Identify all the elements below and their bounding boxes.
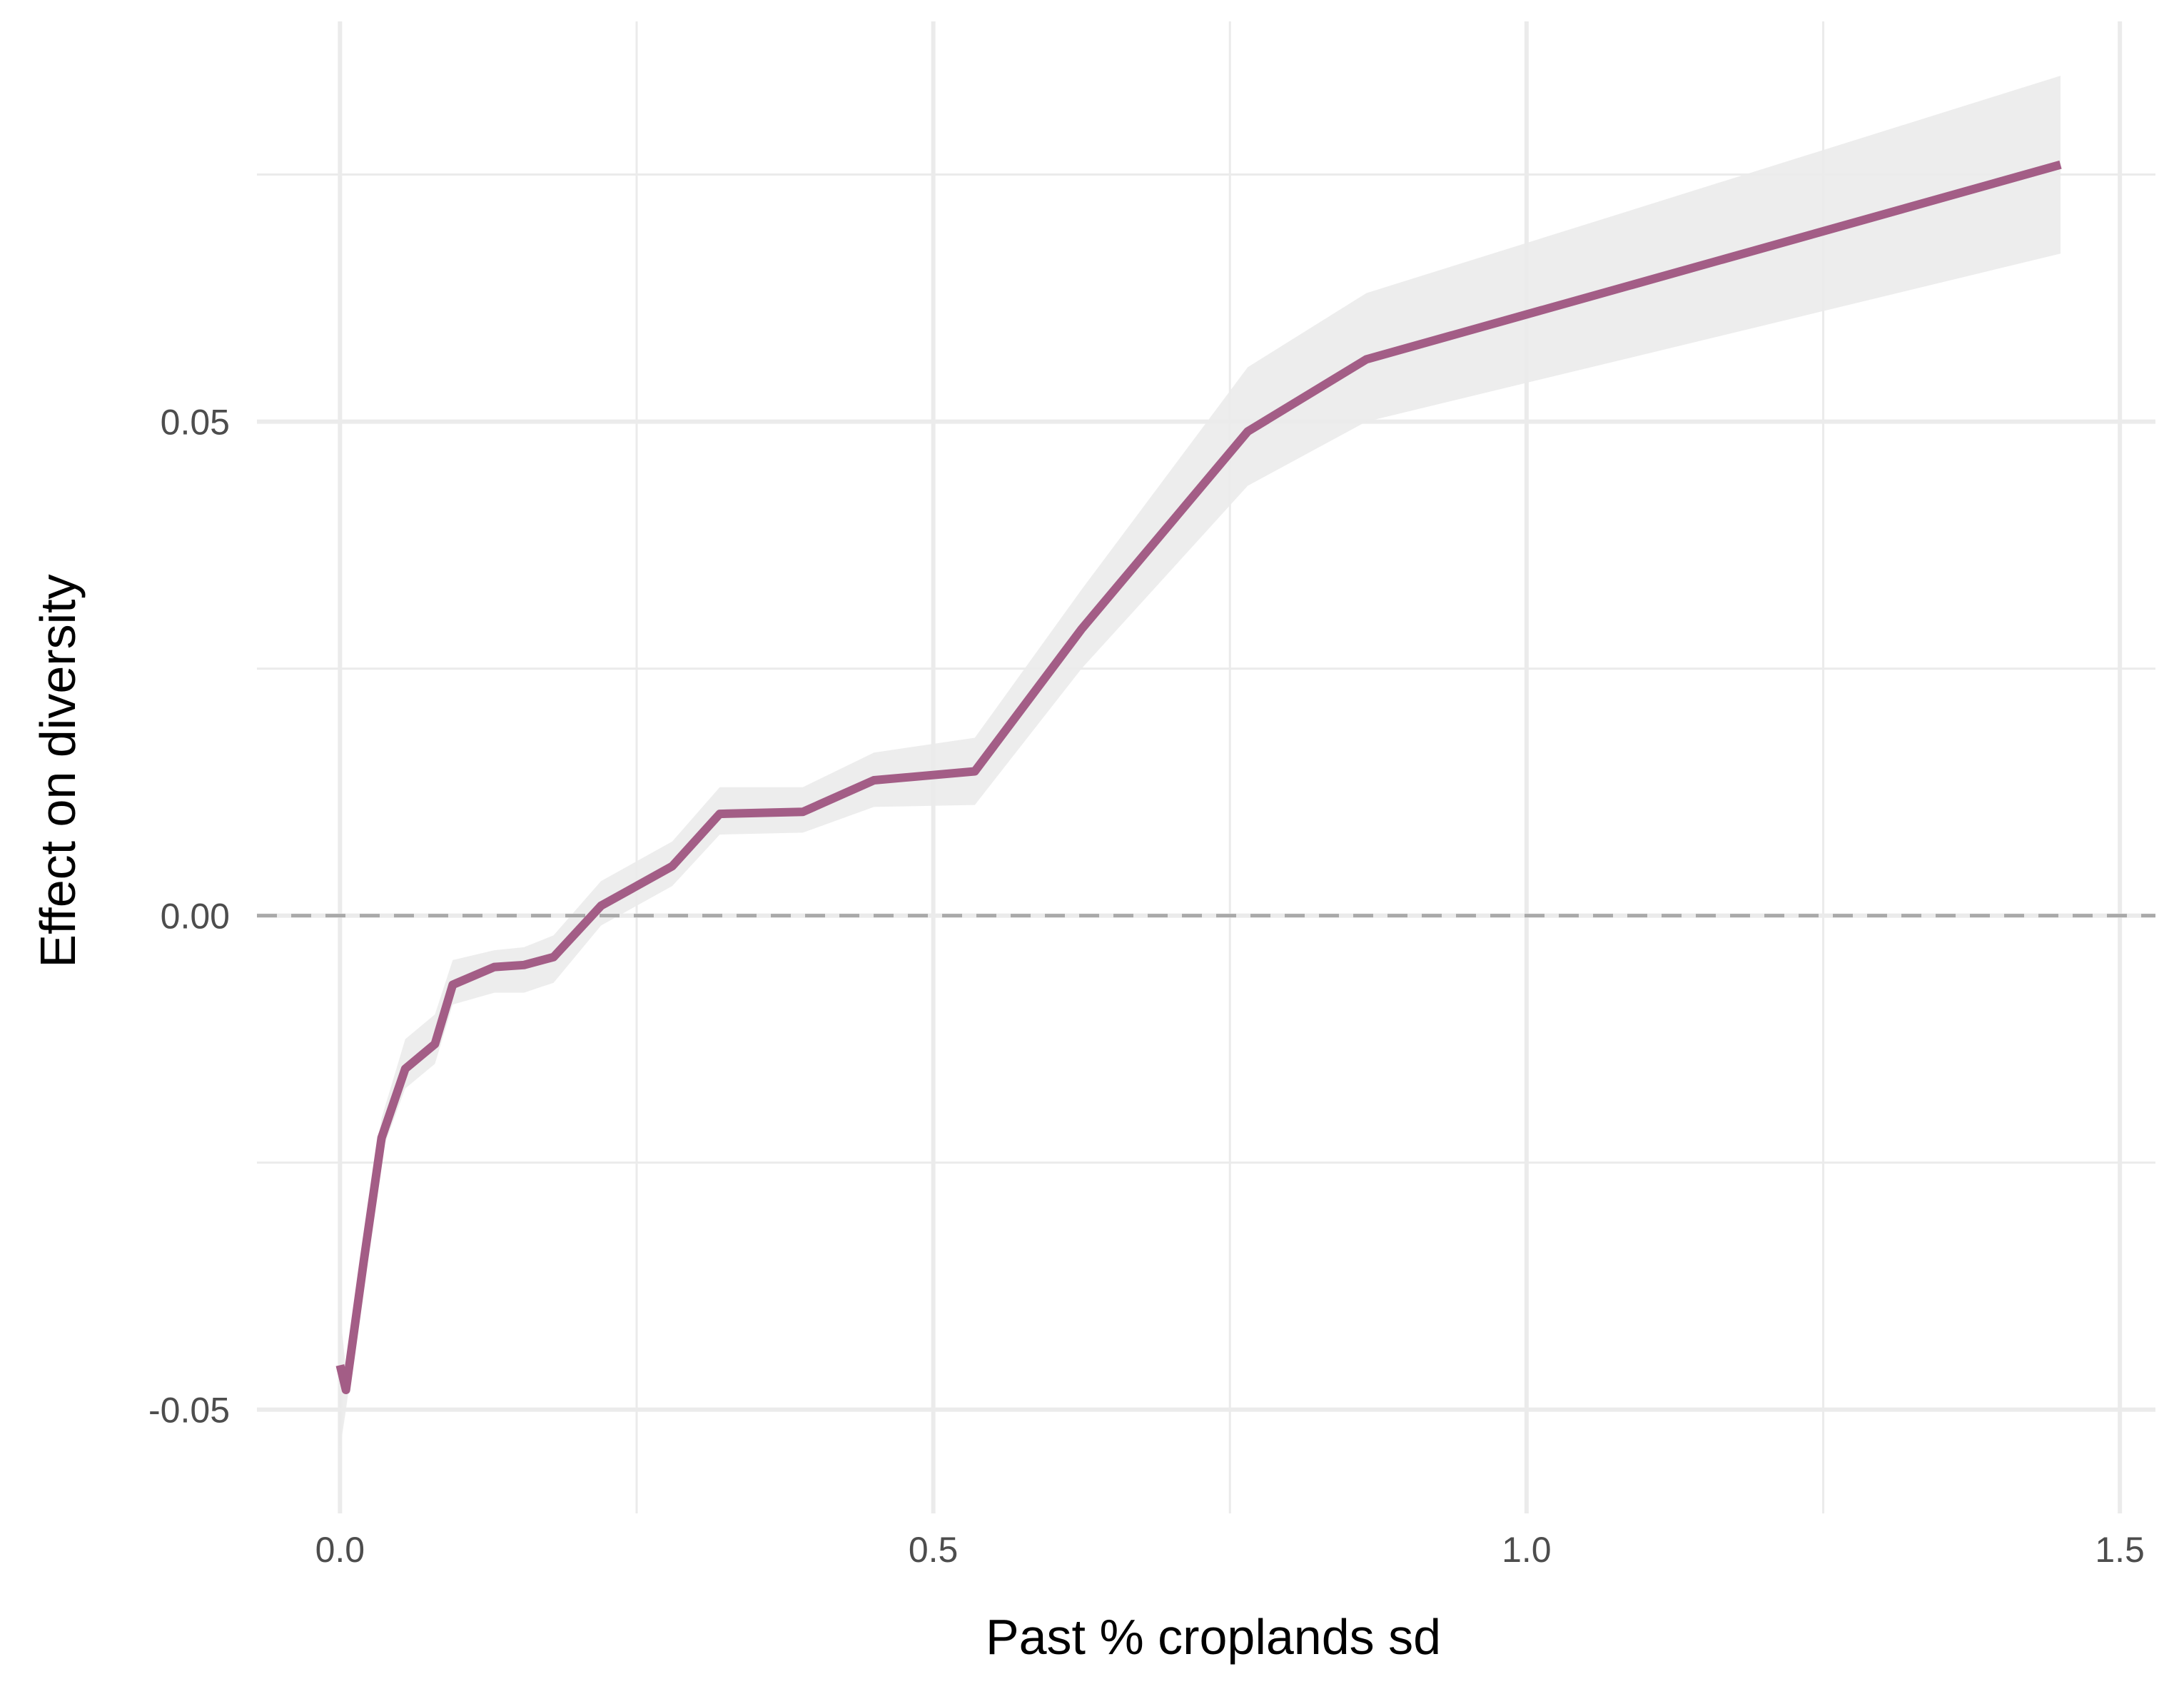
x-tick-label: 1.5 — [2095, 1530, 2145, 1570]
x-tick-label: 1.0 — [1502, 1530, 1552, 1570]
confidence-band — [340, 76, 2061, 1450]
y-axis-title: Effect on diversity — [30, 574, 86, 967]
effect-line-path — [335, 160, 2062, 1394]
x-axis-title: Past % croplands sd — [986, 1609, 1441, 1665]
x-tick-label: 0.0 — [315, 1530, 365, 1570]
confidence-ribbon — [340, 76, 2061, 1450]
y-tick-label: 0.05 — [161, 403, 230, 443]
x-axis-tick-labels: 0.0 0.5 1.0 1.5 — [315, 1530, 2145, 1570]
y-tick-label: -0.05 — [148, 1391, 230, 1431]
y-axis-tick-labels: -0.05 0.00 0.05 — [148, 403, 230, 1431]
x-tick-label: 0.5 — [909, 1530, 959, 1570]
y-tick-label: 0.00 — [161, 897, 230, 937]
effect-line — [335, 160, 2062, 1394]
